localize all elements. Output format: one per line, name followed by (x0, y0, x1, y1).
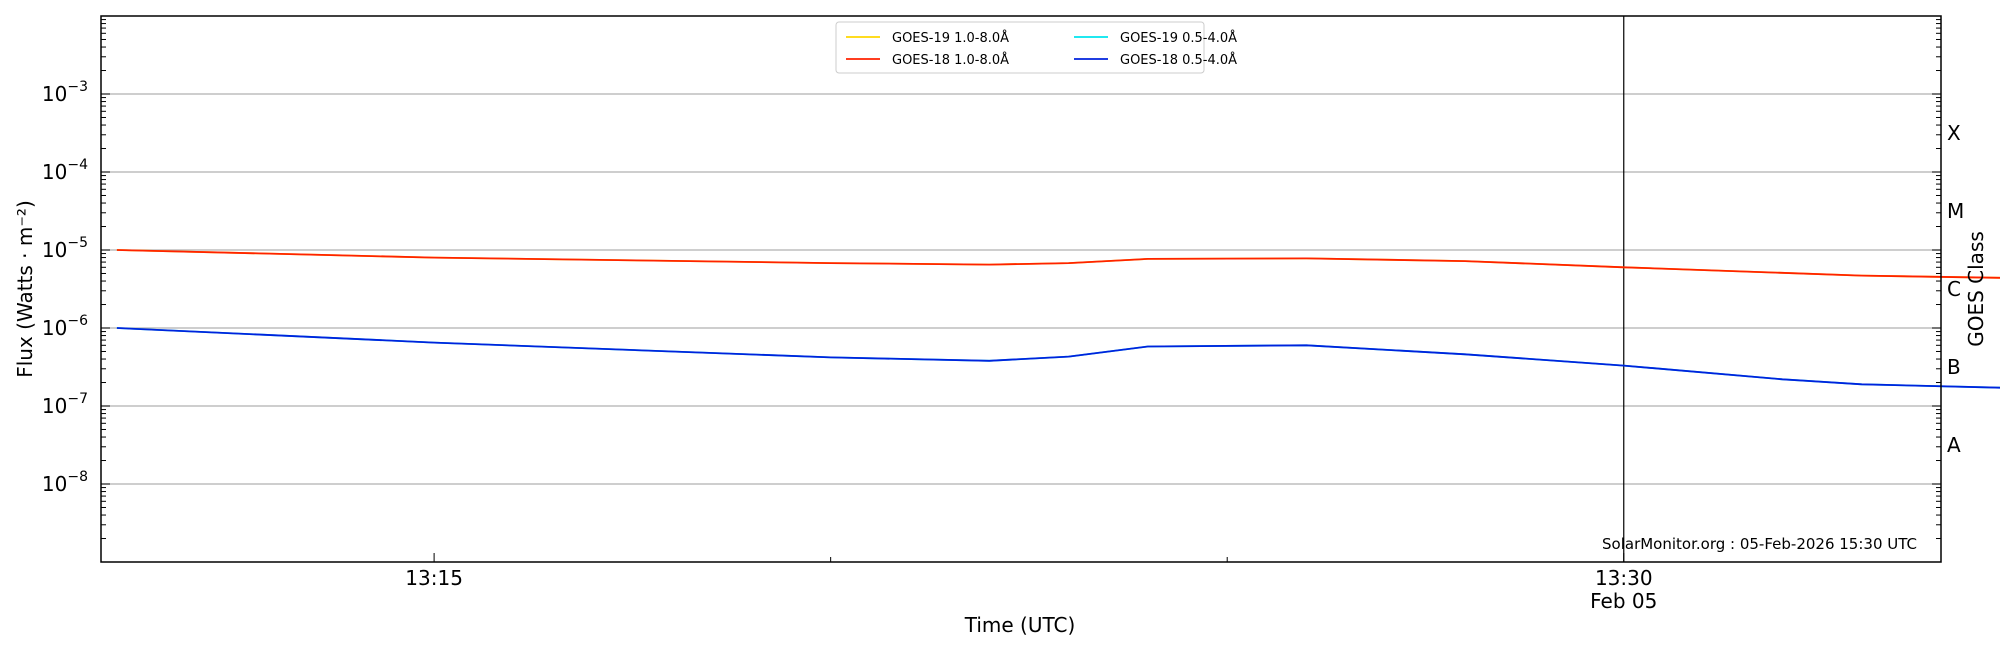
series-line (116, 249, 2000, 279)
goes-class-label: X (1947, 121, 1961, 145)
grid-lines (101, 93, 1941, 485)
legend-label: GOES-18 1.0-8.0Å (892, 52, 1009, 68)
x-tick-date-label: Feb 05 (1590, 589, 1657, 613)
series-lines (116, 249, 2000, 389)
credit-text: SolarMonitor.org : 05-Feb-2026 15:30 UTC (1602, 535, 1917, 553)
goes-class-label: A (1947, 433, 1961, 457)
legend-label: GOES-19 0.5-4.0Å (1120, 30, 1237, 46)
y-tick-label: 10−6 (42, 313, 88, 340)
y-tick-label: 10−4 (42, 157, 88, 184)
legend: GOES-19 1.0-8.0Å GOES-18 1.0-8.0Å GOES-19 … (835, 21, 1237, 74)
y-tick-label: 10−7 (42, 391, 88, 418)
right-axis-title: GOES Class (1964, 231, 1988, 347)
legend-label: GOES-19 1.0-8.0Å (892, 30, 1009, 46)
y-tick-label: 10−3 (42, 79, 88, 106)
goes-class-label: C (1947, 277, 1961, 301)
goes-class-label: M (1947, 199, 1964, 223)
legend-box (835, 21, 1205, 74)
plot-frame (100, 15, 1942, 563)
y-axis-title: Flux (Watts · m⁻²) (13, 200, 37, 378)
day-marker-lines (1623, 16, 1625, 562)
x-tick-label: 13:30 (1595, 566, 1653, 590)
y-tick-label: 10−5 (42, 235, 88, 262)
x-tick-label: 13:15 (405, 566, 463, 590)
series-line (116, 327, 2000, 389)
legend-label: GOES-18 0.5-4.0Å (1120, 52, 1237, 68)
x-axis-title: Time (UTC) (964, 613, 1076, 637)
goes-class-label: B (1947, 355, 1961, 379)
y-tick-label: 10−8 (42, 469, 88, 496)
axis-ticks (101, 19, 1941, 562)
